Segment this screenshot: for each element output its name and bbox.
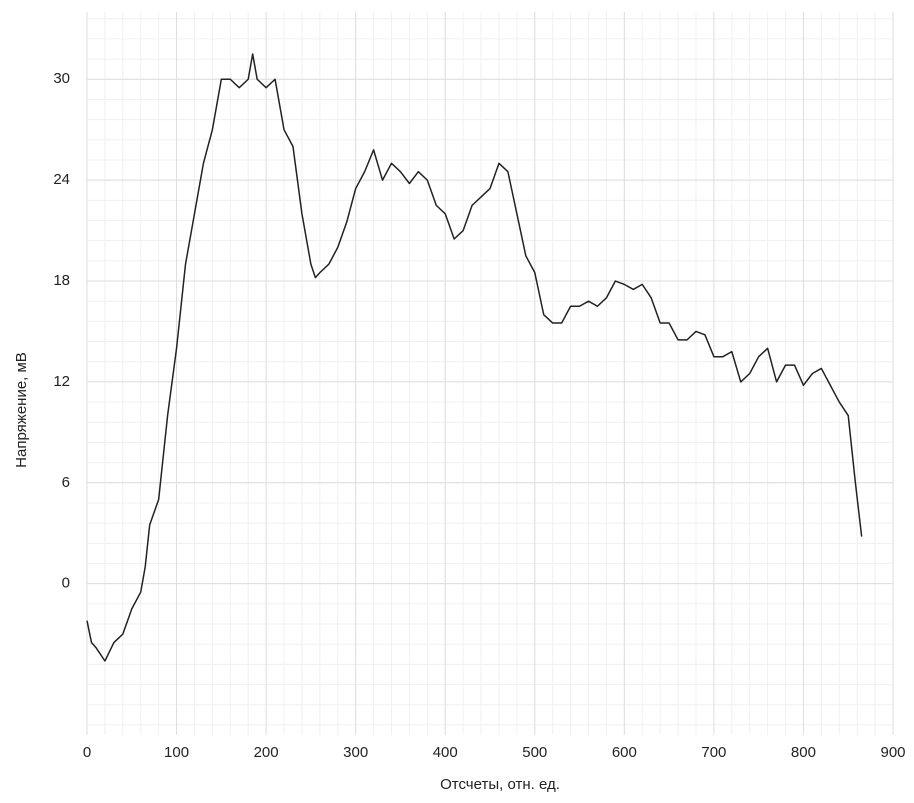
y-tick-label: 24 — [53, 171, 70, 188]
x-tick-label: 600 — [612, 744, 637, 761]
x-tick-label: 300 — [343, 744, 368, 761]
x-tick-label: 100 — [164, 744, 189, 761]
x-tick-label: 700 — [701, 744, 726, 761]
y-axis-title: Напряжение, мВ — [13, 352, 30, 468]
y-tick-label: 6 — [62, 474, 70, 491]
y-tick-label: 18 — [53, 272, 70, 289]
x-tick-label: 500 — [522, 744, 547, 761]
y-tick-label: 0 — [62, 575, 70, 592]
x-tick-label: 0 — [83, 744, 91, 761]
y-tick-label: 30 — [53, 70, 70, 87]
y-tick-label: 12 — [53, 373, 70, 390]
x-tick-label: 400 — [433, 744, 458, 761]
x-tick-label: 900 — [880, 744, 905, 761]
x-axis-title: Отсчеты, отн. ед. — [440, 776, 560, 793]
x-tick-label: 200 — [254, 744, 279, 761]
x-tick-label: 800 — [791, 744, 816, 761]
data-line — [86, 53, 863, 662]
